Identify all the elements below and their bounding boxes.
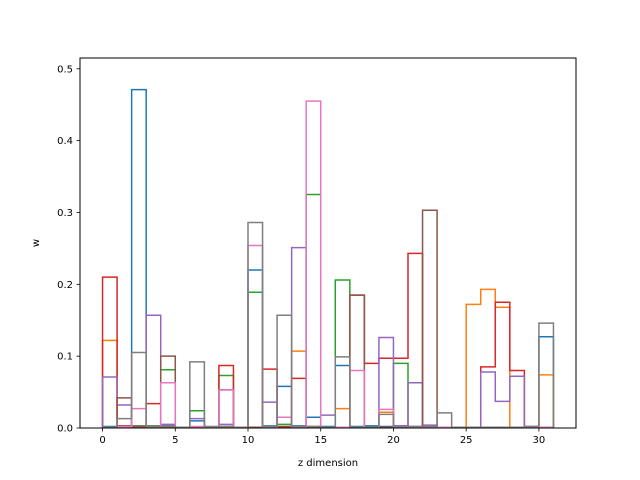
y-axis: 0.0 0.1 0.2 0.3 0.4 0.5 — [57, 64, 80, 435]
x-tick-label: 20 — [387, 435, 400, 446]
x-tick-label: 15 — [314, 435, 327, 446]
x-tick-label: 25 — [460, 435, 473, 446]
x-tick-label: 5 — [172, 435, 178, 446]
y-axis-label: w — [31, 239, 42, 247]
y-tick-label: 0.2 — [57, 280, 73, 291]
series-5-step — [101, 246, 555, 429]
y-tick-label: 0.4 — [57, 136, 73, 147]
x-tick-label: 0 — [99, 435, 105, 446]
x-axis-label: z dimension — [298, 458, 358, 469]
series-4-step — [101, 252, 555, 429]
y-tick-label: 0.1 — [57, 352, 73, 363]
series-7-step — [101, 100, 555, 429]
x-axis: 0 5 10 15 20 25 30 — [99, 428, 545, 446]
series-8-step — [101, 221, 555, 429]
x-tick-label: 10 — [242, 435, 255, 446]
series-2-step — [101, 288, 555, 429]
y-tick-label: 0.5 — [57, 64, 73, 75]
series-1-step — [101, 88, 555, 429]
x-tick-label: 30 — [533, 435, 546, 446]
y-tick-label: 0.0 — [57, 424, 73, 435]
series-layer — [101, 88, 555, 429]
series-6-step — [101, 209, 555, 429]
plot-frame — [79, 57, 577, 429]
series-3-step — [101, 193, 555, 429]
y-tick-label: 0.3 — [57, 208, 73, 219]
